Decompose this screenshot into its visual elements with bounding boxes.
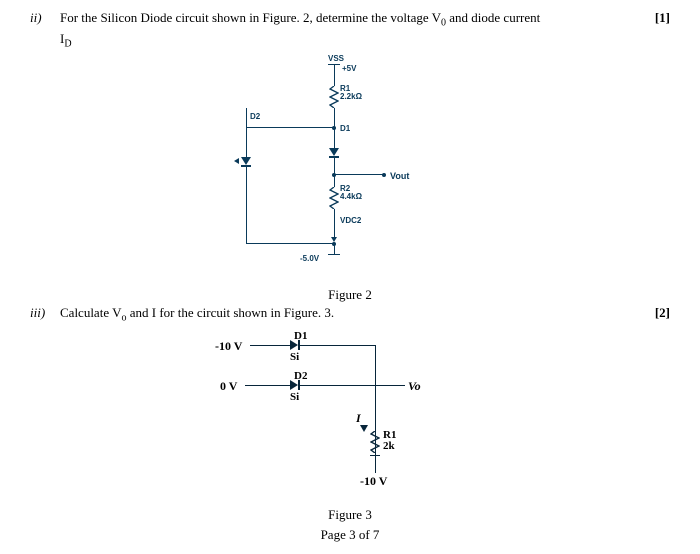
node-vout-end [382,173,386,177]
r2-val: 4.4kΩ [340,192,362,201]
d2-label: D2 [250,112,260,121]
q3-text-pre: Calculate V [60,305,122,320]
wire-r1-to-node [334,108,335,128]
vneg-label: -5.0V [300,254,319,263]
vout-label: Vout [390,171,409,181]
wire-to-neg [334,244,335,254]
page-footer: Page 3 of 7 [30,527,670,543]
wire-d2-down [246,166,247,244]
r1-bottom-bar [370,455,380,456]
question-ii: ii) For the Silicon Diode circuit shown … [30,10,670,29]
wire-d2-up [246,108,247,128]
r1-val: 2.2kΩ [340,92,362,101]
q3-text-post: and I for the circuit shown in Figure. 3… [127,305,335,320]
wire-to-r2 [334,175,335,187]
wire-top-left [250,345,290,346]
question-iii: iii) Calculate Vo and I for the circuit … [30,305,670,324]
si2-label: Si [290,391,299,403]
vss-label: VSS [328,54,344,63]
right-rail [375,345,376,473]
resistor-r2-icon [329,187,339,209]
question-text-iii: Calculate Vo and I for the circuit shown… [60,305,645,324]
wire-d1-stem [334,128,335,148]
vdc2-label: VDC2 [340,216,361,225]
question-text: For the Silicon Diode circuit shown in F… [60,10,645,29]
wire-r2-down [334,209,335,219]
d2-emit-arrow-icon [234,158,239,164]
wire-horiz-top [246,127,334,128]
diode-d1-f3-icon [290,340,298,350]
marks: [1] [655,10,670,26]
i-label: I [356,411,361,426]
resistor-r1-icon [329,86,339,108]
r1-val-f3: 2k [383,440,395,452]
q2-text-pre: For the Silicon Diode circuit shown in F… [60,10,441,25]
q2-text-post: and diode current [446,10,540,25]
v1-label: +5V [342,64,356,73]
figure-2-caption: Figure 2 [30,287,670,303]
i-arrow-icon [360,425,368,432]
si1-label: Si [290,351,299,363]
q2-line2: ID [60,31,670,50]
vo-label: Vo [408,379,421,394]
wire-vout [334,174,384,175]
v-top-label: -10 V [215,339,242,354]
wire-mid-left [245,385,290,386]
wire-vo [375,385,405,386]
q2-line2-sub: D [64,38,71,49]
figure-2-circuit: VSS +5V R1 2.2kΩ D2 D1 Vout R2 4.4kΩ VDC… [220,54,440,279]
diode-d2-f3-icon [290,380,298,390]
question-number: ii) [30,10,60,26]
resistor-r1-f3-icon [370,431,380,453]
question-number-iii: iii) [30,305,60,321]
diode-d1-icon [329,148,339,156]
wire-mid-right [299,385,375,386]
wire-d2-stem [246,127,247,157]
neg-bar-icon [328,254,340,255]
figure-3-circuit: -10 V D1 Si 0 V D2 Si Vo I R1 2k -10 V [200,329,460,499]
wire-top [334,64,335,86]
marks-iii: [2] [655,305,670,321]
wire-vdc2 [334,219,335,237]
wire-top-right [299,345,375,346]
figure-3-caption: Figure 3 [30,507,670,523]
wire-bottom [246,243,335,244]
diode-d2-icon [241,157,251,165]
v-bot-label: -10 V [360,474,387,489]
d1-label: D1 [340,124,350,133]
v-mid-label: 0 V [220,379,237,394]
